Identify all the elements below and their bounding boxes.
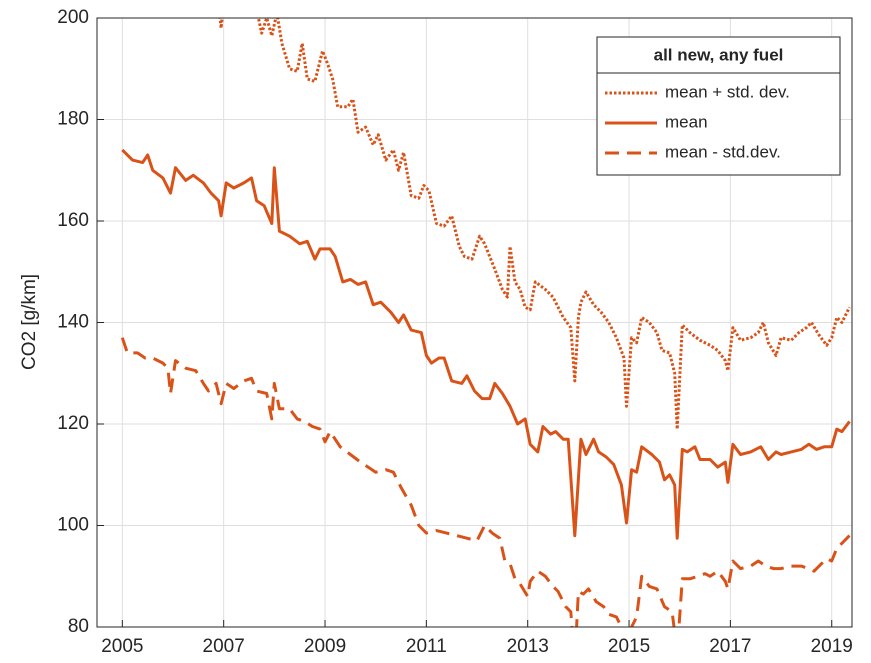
y-tick-label: 200 xyxy=(57,7,89,28)
x-tick-label: 2005 xyxy=(101,636,143,657)
legend-label: mean xyxy=(665,112,708,131)
y-tick-label: 180 xyxy=(57,109,89,130)
lines xyxy=(120,18,851,627)
x-tick-label: 2017 xyxy=(709,636,751,657)
x-tick-label: 2013 xyxy=(507,636,549,657)
y-tick-label: 120 xyxy=(57,413,89,434)
series-line xyxy=(218,18,851,431)
y-tick-label: 80 xyxy=(68,616,89,637)
series-line xyxy=(120,337,851,627)
legend-title: all new, any fuel xyxy=(654,45,784,64)
y-tick-label: 100 xyxy=(57,515,89,536)
legend-label: mean - std.dev. xyxy=(665,142,781,161)
x-tick-label: 2007 xyxy=(203,636,245,657)
x-tick-label: 2019 xyxy=(811,636,853,657)
x-tick-label: 2011 xyxy=(406,636,447,657)
y-tick-label: 140 xyxy=(57,312,89,333)
x-tick-label: 2009 xyxy=(304,636,346,657)
ticks: 2005 2007 2009 2011 2013 2015 2017 2019 80 100 120… xyxy=(57,7,853,657)
legend-label: mean + std. dev. xyxy=(665,82,790,101)
x-tick-label: 2015 xyxy=(608,636,650,657)
legend: all new, any fuel mean + std. dev. mean mea… xyxy=(596,36,841,176)
y-axis-label: CO2 [g/km] xyxy=(19,274,40,370)
y-tick-label: 160 xyxy=(57,210,89,231)
series-line xyxy=(121,148,851,540)
